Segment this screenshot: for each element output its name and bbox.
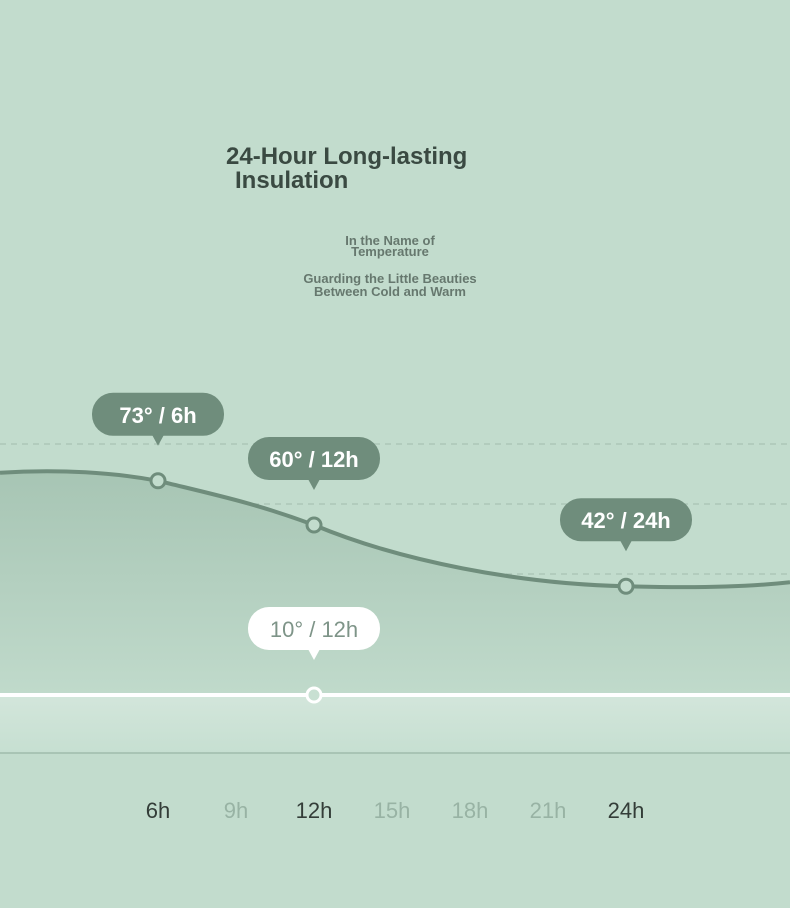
x-axis-ticks: 6h 9h 12h 15h 18h 21h 24h [146, 798, 645, 823]
callout-bubble [248, 607, 380, 650]
tick-label-15h: 15h [374, 798, 411, 823]
tick-label-21h: 21h [530, 798, 567, 823]
title-line-2: Insulation [235, 167, 349, 194]
temperature-area [0, 471, 790, 695]
tick-label-24h: 24h [608, 798, 645, 823]
callout-pointer [620, 540, 632, 552]
tick-label-12h: 12h [296, 798, 333, 823]
tick-label-18h: 18h [452, 798, 489, 823]
callout-12h-low: 10° / 12h [248, 607, 380, 704]
tagline-line-1: Guarding the Little Beauties [303, 271, 477, 286]
data-point-6h [149, 472, 167, 490]
data-point-12h [305, 516, 323, 534]
lower-band [0, 695, 790, 753]
callout-6h: 73° / 6h [92, 392, 224, 490]
callout-pointer [308, 479, 320, 490]
callout-label: 73° / 6h [119, 403, 196, 428]
callouts: 73° / 6h 60° / 12h 42° / 24h 10° / 12h [92, 392, 692, 704]
data-point-12h [305, 686, 323, 704]
callout-pointer [152, 434, 164, 446]
callout-24h: 42° / 24h [560, 498, 692, 595]
page-title: 24-Hour Long-lasting Insulation [226, 145, 566, 193]
callout-bubble [92, 392, 224, 436]
callout-12h: 60° / 12h [248, 437, 380, 534]
callout-label: 10° / 12h [270, 617, 358, 642]
callout-bubble [560, 498, 692, 542]
callout-pointer [308, 649, 320, 660]
area-layer [0, 469, 790, 754]
tick-label-9h: 9h [224, 798, 248, 823]
temperature-curve [0, 469, 790, 590]
subtitle: In the Name of Temperature [290, 233, 490, 259]
callout-label: 60° / 12h [269, 447, 359, 472]
subtitle-line-2: Temperature [351, 244, 429, 259]
callout-bubble [248, 437, 380, 480]
data-point-24h [617, 577, 635, 595]
subtitle-line-1: In the Name of [345, 233, 435, 248]
tick-label-6h: 6h [146, 798, 170, 823]
tagline-line-2: Between Cold and Warm [314, 284, 466, 299]
callout-label: 42° / 24h [581, 508, 671, 533]
tagline: Guarding the Little Beauties Between Col… [270, 272, 510, 298]
title-line-1: 24-Hour Long-lasting [226, 143, 468, 170]
